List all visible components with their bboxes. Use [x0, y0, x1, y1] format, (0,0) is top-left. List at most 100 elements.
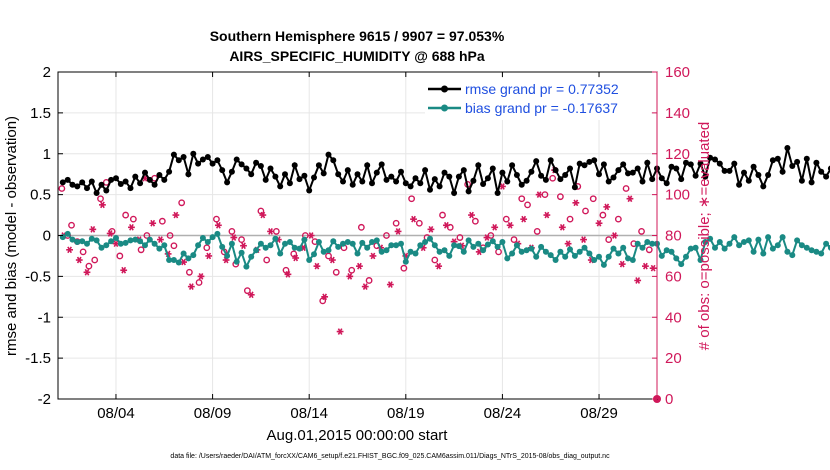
data-point-bias [74, 239, 81, 245]
obs-evaluated-marker [240, 242, 247, 250]
data-point-bias [98, 244, 105, 251]
obs-evaluated-marker [75, 256, 83, 264]
data-point-bias [431, 242, 438, 249]
data-point-bias [716, 239, 723, 245]
data-point-rmse [117, 181, 124, 187]
obs-possible-marker [129, 215, 137, 223]
y-right-tick-label: 20 [665, 350, 682, 367]
data-point-rmse [315, 162, 322, 169]
obs-possible-marker [85, 262, 93, 270]
data-point-rmse [528, 168, 535, 175]
obs-evaluated-marker [99, 201, 106, 209]
data-point-bias [156, 245, 163, 252]
data-point-bias [436, 248, 443, 255]
data-point-rmse [383, 176, 390, 183]
data-point-rmse [741, 169, 747, 176]
obs-evaluated-marker [580, 236, 587, 243]
y-right-tick-label: 120 [665, 146, 690, 163]
data-point-bias [393, 242, 400, 249]
obs-possible-marker [319, 297, 327, 305]
data-point-rmse [591, 157, 598, 164]
y-axis-left-label: rmse and bias (model - observation) [3, 116, 20, 356]
data-point-rmse [716, 160, 723, 167]
data-point-bias [253, 247, 260, 254]
y-left-tick-label: 1.5 [30, 105, 51, 122]
obs-evaluated-marker [603, 203, 611, 211]
data-point-bias [398, 240, 404, 247]
data-point-bias [296, 245, 303, 252]
data-point-bias [658, 252, 665, 259]
obs-possible-marker [471, 217, 479, 225]
obs-evaluated-marker [321, 293, 329, 301]
obs-possible-marker [400, 264, 408, 272]
data-point-bias [509, 250, 516, 257]
y-axis-right: 160 140 120 100 80 60 40 20 0 [652, 64, 690, 408]
data-point-bias [190, 252, 197, 259]
data-point-bias [798, 242, 805, 249]
data-point-bias [93, 237, 100, 244]
data-point-bias [460, 248, 467, 255]
data-point-rmse [335, 171, 342, 178]
data-point-bias [170, 257, 177, 263]
obs-possible-marker [456, 234, 464, 241]
data-point-rmse [103, 187, 110, 194]
data-point-bias [108, 238, 115, 245]
data-point-bias [465, 237, 472, 244]
data-point-rmse [407, 183, 414, 190]
obs-possible-marker [68, 221, 75, 229]
data-point-bias [277, 250, 284, 257]
data-point-rmse [257, 163, 264, 169]
data-point-rmse [480, 181, 487, 187]
series-layer [59, 145, 830, 270]
data-file-footnote: data file: /Users/raeder/DAI/ATM_forcXX/… [170, 453, 610, 460]
y-right-tick-label: 60 [665, 268, 682, 285]
data-point-bias [576, 248, 583, 255]
data-point-bias [755, 236, 762, 243]
data-point-rmse [789, 163, 796, 169]
data-point-bias [803, 244, 810, 251]
data-point-rmse [291, 162, 298, 169]
legend-bias-marker [441, 104, 448, 112]
data-point-bias [214, 230, 221, 237]
data-point-rmse [199, 156, 206, 163]
data-point-rmse [639, 178, 646, 185]
data-point-bias [137, 238, 144, 245]
x-tick-label: 08/09 [194, 405, 232, 422]
data-point-rmse [175, 157, 182, 164]
obs-possible-marker [589, 195, 597, 203]
data-point-rmse [354, 171, 361, 178]
x-tick-label: 08/19 [387, 405, 425, 422]
data-point-rmse [808, 179, 815, 186]
data-point-rmse [195, 160, 202, 167]
data-point-rmse [79, 179, 86, 186]
data-point-bias [649, 240, 656, 247]
data-point-rmse [615, 167, 622, 174]
data-point-rmse [248, 171, 255, 178]
obs-possible-marker [502, 215, 510, 223]
data-point-bias [745, 237, 752, 244]
data-point-bias [233, 258, 240, 265]
data-point-bias [567, 246, 573, 253]
x-tick-label: 08/04 [97, 405, 135, 422]
data-point-bias [702, 239, 709, 245]
y-right-tick-label: 140 [665, 105, 690, 122]
data-point-bias [692, 244, 699, 251]
obs-possible-marker [566, 215, 574, 223]
data-point-rmse [794, 158, 801, 165]
data-point-bias [779, 234, 786, 241]
data-point-rmse [745, 177, 752, 184]
data-point-rmse [330, 157, 337, 164]
data-point-rmse [605, 178, 612, 185]
data-point-bias [161, 242, 168, 249]
data-point-bias [687, 245, 694, 252]
data-point-bias [741, 239, 747, 245]
data-point-rmse [301, 172, 308, 179]
obs-evaluated-marker [66, 246, 73, 254]
legend-bias-label: bias grand pr = -0.17637 [465, 100, 618, 116]
obs-possible-marker [415, 219, 423, 227]
data-point-rmse [731, 160, 738, 167]
chart-title: Southern Hemisphere 9615 / 9907 = 97.053… [210, 28, 505, 44]
data-point-rmse [760, 183, 767, 190]
obs-possible-marker [524, 201, 531, 209]
data-point-bias [789, 252, 796, 259]
